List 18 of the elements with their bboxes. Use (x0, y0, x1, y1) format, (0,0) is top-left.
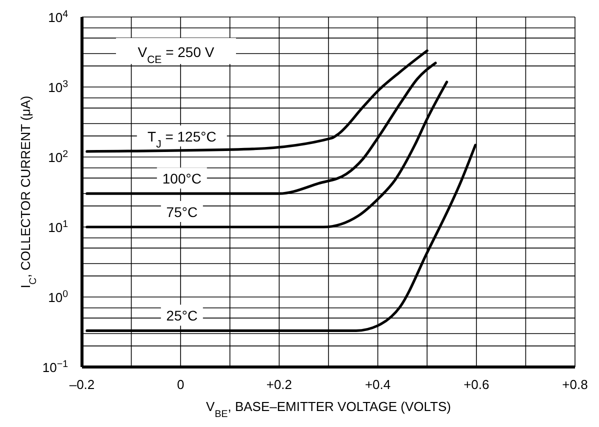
x-axis-title: V$_{BE}$, BASE–EMITTER VOLTAGE (VOLTS) (206, 399, 451, 420)
y-tick-label: 10$^{1}$ (48, 218, 68, 235)
x-tick-label: +0.2 (266, 377, 292, 392)
x-tick-label: +0.6 (464, 377, 490, 392)
x-tick-label: 0 (176, 377, 184, 392)
series-label: T$_{J}$ = 125°C (148, 128, 216, 150)
series-label: 75°C (166, 204, 198, 220)
x-tick-label: +0.4 (364, 377, 391, 392)
series-label: 25°C (166, 308, 198, 324)
y-tick-label: 10$^{4}$ (48, 8, 69, 25)
x-tick-label: +0.8 (562, 377, 588, 392)
y-tick-label: 10$^{−1}$ (42, 358, 68, 375)
x-tick-label: –0.2 (69, 377, 95, 392)
y-tick-label: 10$^{0}$ (48, 288, 69, 305)
annotation: V$_{CE}$ = 250 V (138, 44, 215, 66)
y-tick-label: 10$^{2}$ (48, 148, 68, 165)
series-label: 100°C (162, 170, 202, 187)
y-tick-label: 10$^{3}$ (48, 78, 68, 95)
